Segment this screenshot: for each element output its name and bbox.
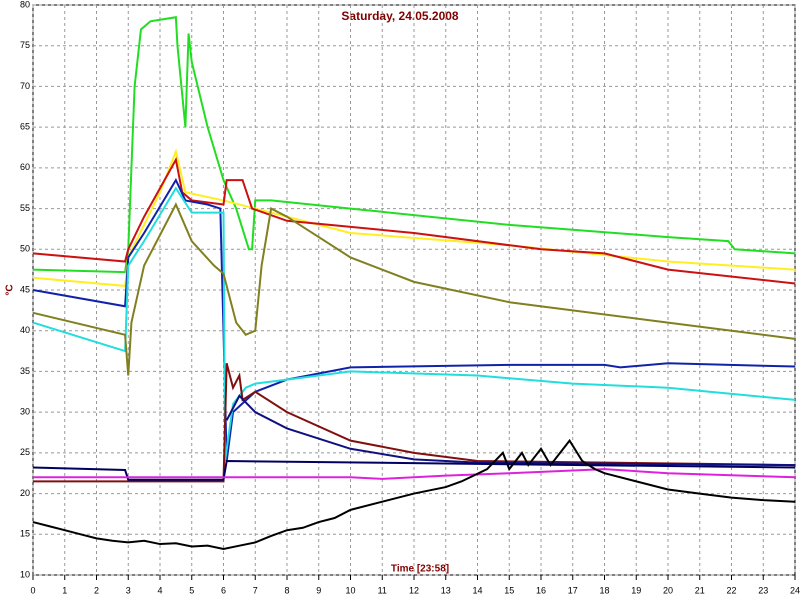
y-tick-label: 55 [20, 203, 30, 213]
x-tick-label: 7 [253, 585, 258, 595]
x-tick-label: 0 [30, 585, 35, 595]
y-tick-label: 50 [20, 244, 30, 254]
x-tick-label: 13 [441, 585, 451, 595]
x-tick-label: 14 [472, 585, 482, 595]
x-tick-label: 22 [726, 585, 736, 595]
x-tick-label: 2 [94, 585, 99, 595]
series-line [32, 156, 796, 285]
y-tick-label: 40 [20, 325, 30, 335]
x-tick-label: 9 [316, 585, 321, 595]
x-tick-label: 15 [504, 585, 514, 595]
y-tick-label: 70 [20, 81, 30, 91]
y-tick-label: 60 [20, 162, 30, 172]
series-line [32, 459, 796, 481]
chart-title: Saturday, 24.05.2008 [341, 9, 459, 23]
series-line [32, 16, 796, 274]
y-tick-label: 35 [20, 366, 30, 376]
x-tick-label: 6 [221, 585, 226, 595]
x-tick-label: 8 [284, 585, 289, 595]
y-tick-label: 15 [20, 529, 30, 539]
x-tick-label: 5 [189, 585, 194, 595]
y-tick-label: 30 [20, 407, 30, 417]
y-tick-label: 65 [20, 122, 30, 132]
x-tick-label: 4 [157, 585, 162, 595]
y-tick-label: 25 [20, 447, 30, 457]
x-tick-label: 11 [378, 585, 387, 595]
x-tick-label: 19 [631, 585, 641, 595]
x-tick-label: 18 [599, 585, 609, 595]
x-tick-label: 10 [345, 585, 355, 595]
y-tick-label: 45 [20, 284, 30, 294]
series-line [32, 438, 796, 550]
y-tick-label: 75 [20, 40, 30, 50]
x-tick-label: 24 [790, 585, 800, 595]
series-line [32, 202, 796, 376]
x-tick-label: 3 [126, 585, 131, 595]
series-line [225, 394, 796, 467]
x-tick-label: 20 [663, 585, 673, 595]
y-tick-label: 20 [20, 488, 30, 498]
y-tick-label: 80 [20, 0, 30, 9]
y-axis-label: °C [5, 284, 16, 295]
x-axis-label: Time [23:58] [391, 564, 449, 575]
x-tick-label: 1 [62, 585, 67, 595]
series-line [32, 186, 796, 462]
x-tick-label: 17 [568, 585, 578, 595]
x-tick-label: 23 [758, 585, 768, 595]
x-tick-label: 21 [695, 585, 705, 595]
y-tick-label: 10 [20, 569, 30, 579]
x-tick-label: 16 [536, 585, 546, 595]
x-tick-label: 12 [409, 585, 419, 595]
